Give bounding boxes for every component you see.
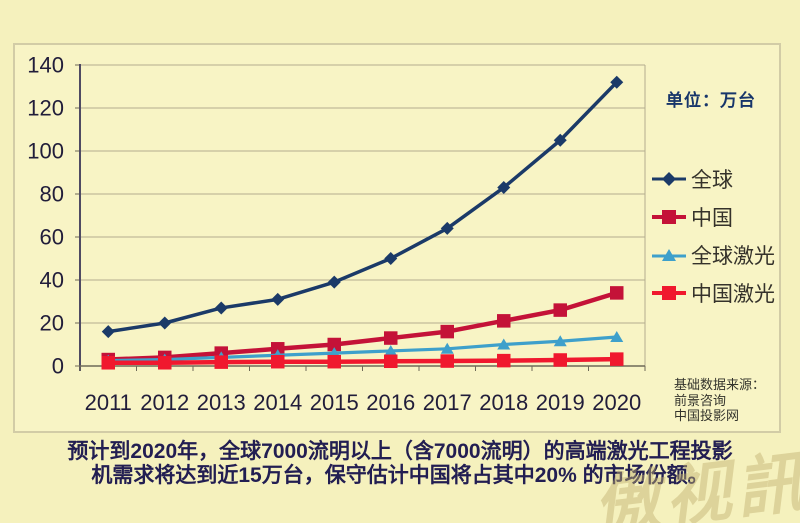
data-point-marker: [158, 356, 172, 370]
data-point-marker: [158, 316, 172, 330]
data-point-marker: [101, 325, 115, 339]
x-axis-tick-label: 2019: [536, 390, 585, 415]
y-axis-tick-label: 100: [27, 139, 64, 164]
legend-item-global: 全球: [652, 160, 798, 198]
series-line: [107, 80, 619, 334]
data-point-marker: [497, 338, 511, 350]
china-series-marker-icon: [652, 210, 686, 224]
data-point-marker: [327, 354, 341, 369]
data-point-marker: [610, 352, 624, 366]
caption: 预计到2020年，全球7000流明以上（含7000流明）的高端激光工程投影 机需…: [0, 440, 800, 488]
data-point-marker: [440, 324, 454, 339]
x-axis-tick-label: 2011: [85, 390, 132, 415]
data-point-marker: [214, 355, 228, 369]
caption-line-2: 机需求将达到近15万台，保守估计中国将占其中20% 的市场份额。: [91, 464, 709, 487]
china-laser-series-marker-icon: [652, 286, 686, 300]
source-note-heading: 基础数据来源：: [674, 377, 766, 392]
y-axis-tick-label: 40: [40, 268, 64, 293]
data-point-marker: [497, 314, 511, 328]
data-point-marker: [553, 303, 567, 317]
x-axis-tick-label: 2013: [197, 390, 246, 415]
unit-label: 单位：万台: [666, 91, 756, 110]
chart-legend: 全球 中国 全球激光 中国激光: [652, 160, 798, 312]
data-point-marker: [384, 252, 398, 265]
data-point-marker: [440, 221, 454, 235]
x-axis-tick-label: 2015: [310, 390, 359, 415]
data-point-marker: [101, 356, 115, 370]
data-point-marker: [553, 335, 567, 347]
data-point-marker: [271, 354, 285, 369]
data-point-marker: [384, 344, 398, 356]
data-point-marker: [610, 330, 624, 342]
source-note-item: 前景咨询: [674, 392, 727, 408]
x-axis-tick-label: 2018: [479, 390, 528, 415]
caption-line-1: 预计到2020年，全球7000流明以上（含7000流明）的高端激光工程投影: [67, 440, 733, 463]
x-axis-tick-label: 2012: [140, 390, 189, 415]
y-axis-tick-label: 20: [40, 311, 64, 336]
legend-item-global-laser: 全球激光: [652, 236, 798, 274]
source-note-item: 中国投影网: [674, 408, 740, 423]
global-laser-series-marker-icon: [652, 249, 686, 261]
data-point-marker: [553, 353, 567, 367]
data-point-marker: [497, 181, 511, 195]
x-axis-tick-label: 2020: [592, 390, 641, 415]
series-line: [108, 290, 618, 362]
legend-item-china: 中国: [652, 198, 798, 236]
y-axis-tick-label: 0: [52, 354, 64, 379]
legend-label-china-laser: 中国激光: [691, 282, 775, 306]
series-line: [108, 335, 617, 363]
data-point-marker: [271, 292, 285, 306]
series-line: [108, 356, 617, 366]
y-axis-tick-label: 80: [40, 182, 64, 207]
legend-label-china: 中国: [691, 206, 733, 230]
data-point-marker: [440, 342, 454, 354]
source-note: 基础数据来源： 前景咨询 中国投影网: [674, 377, 765, 424]
data-point-marker: [440, 354, 454, 368]
legend-item-china-laser: 中国激光: [652, 274, 798, 312]
global-series-marker-icon: [652, 172, 686, 186]
data-point-marker: [384, 354, 398, 369]
data-point-marker: [553, 133, 567, 147]
legend-label-global: 全球: [691, 168, 733, 192]
x-axis-tick-label: 2016: [366, 390, 415, 415]
y-axis-tick-label: 120: [27, 96, 64, 121]
data-point-marker: [610, 286, 624, 300]
data-point-marker: [497, 353, 511, 368]
x-axis-tick-label: 2017: [423, 390, 472, 415]
data-point-marker: [327, 275, 341, 289]
data-point-marker: [214, 301, 228, 315]
data-point-marker: [610, 75, 624, 89]
y-axis-tick-label: 60: [40, 225, 64, 250]
data-point-marker: [384, 331, 398, 345]
legend-label-global-laser: 全球激光: [691, 244, 775, 268]
x-axis-tick-label: 2014: [253, 390, 302, 415]
y-axis-tick-label: 140: [27, 53, 64, 78]
